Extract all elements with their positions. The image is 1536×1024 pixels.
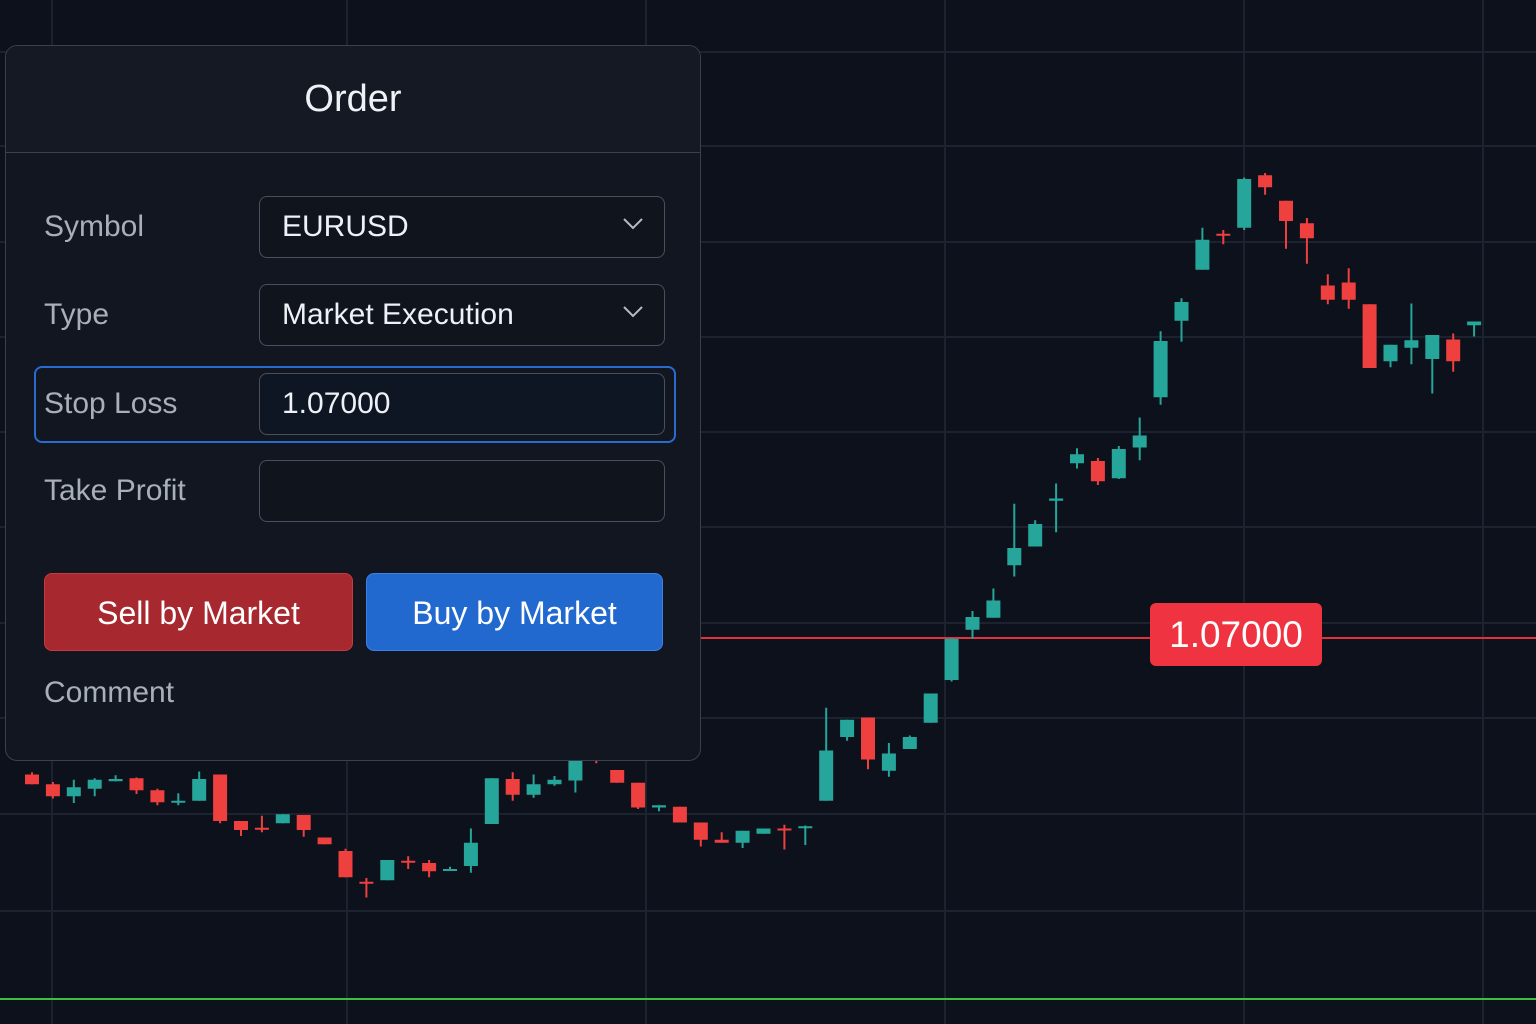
candle-down <box>254 827 269 830</box>
candle-down <box>296 815 311 830</box>
candle-down <box>234 821 248 830</box>
candle-up <box>1174 302 1189 321</box>
candle-down <box>1279 200 1293 221</box>
candle-up <box>380 860 395 881</box>
candle-up <box>463 842 478 866</box>
symbol-label: Symbol <box>44 210 145 243</box>
candle-up <box>652 805 666 808</box>
candle-up <box>443 869 457 871</box>
chevron-down-icon <box>623 306 643 318</box>
candle-down <box>861 717 875 760</box>
candle-down <box>610 770 625 783</box>
candle-down <box>1362 304 1377 368</box>
candle-up <box>798 826 813 829</box>
candle-down <box>45 784 60 797</box>
candle-up <box>1028 524 1043 547</box>
candle-up <box>1049 498 1064 501</box>
order-panel-header: Order <box>6 46 700 153</box>
candle-up <box>923 693 938 723</box>
candle-down <box>401 860 416 863</box>
candle-up <box>1467 321 1482 326</box>
candles <box>25 173 1482 898</box>
candle-up <box>986 600 1001 618</box>
candle-up <box>275 814 290 824</box>
candle-down <box>672 806 687 823</box>
candle-down <box>1216 233 1231 236</box>
order-panel: Order Symbol EURUSD Type Market Executio… <box>5 45 701 761</box>
order-panel-title: Order <box>304 77 402 120</box>
buy-by-market-button[interactable]: Buy by Market <box>366 573 663 651</box>
stop-loss-row: Stop Loss 1.07000 <box>6 373 700 435</box>
symbol-select-value: EURUSD <box>282 210 409 243</box>
candle-down <box>693 822 708 840</box>
candle-up <box>1153 341 1168 398</box>
candle-up <box>108 779 123 782</box>
candle-up <box>1007 548 1022 566</box>
candle-up <box>1070 454 1084 464</box>
candle-up <box>902 737 917 749</box>
candle-up <box>840 719 855 737</box>
symbol-row: Symbol EURUSD <box>6 196 700 258</box>
candle-down <box>25 774 39 785</box>
type-select-value: Market Execution <box>282 298 514 331</box>
type-label: Type <box>44 298 110 331</box>
candle-up <box>735 830 750 843</box>
candle-up <box>87 779 102 789</box>
sell-by-market-button[interactable]: Sell by Market <box>44 573 353 651</box>
stop-loss-input[interactable]: 1.07000 <box>259 373 665 435</box>
candle-up <box>484 778 499 824</box>
candle-down <box>631 782 646 808</box>
stop-loss-price-badge[interactable]: 1.07000 <box>1150 603 1322 666</box>
candle-up <box>526 784 541 795</box>
candle-up <box>171 800 186 803</box>
type-row: Type Market Execution <box>6 284 700 346</box>
candle-down <box>129 778 144 791</box>
take-profit-row: Take Profit <box>6 460 700 522</box>
candle-up <box>1425 335 1440 359</box>
stop-loss-focus-ring <box>34 366 676 443</box>
candle-down <box>422 863 437 872</box>
candle-down <box>317 837 332 845</box>
type-select[interactable]: Market Execution <box>259 284 665 346</box>
take-profit-input[interactable] <box>259 460 665 522</box>
candle-down <box>213 774 228 821</box>
symbol-select[interactable]: EURUSD <box>259 196 665 258</box>
chevron-down-icon <box>623 218 643 230</box>
comment-label: Comment <box>44 676 175 709</box>
candle-up <box>1111 449 1126 479</box>
candle-down <box>338 851 353 878</box>
candle-up <box>1383 344 1398 362</box>
take-profit-label: Take Profit <box>44 474 186 507</box>
candle-down <box>1299 223 1314 239</box>
candle-up <box>944 638 959 680</box>
candle-down <box>777 828 792 831</box>
candle-up <box>756 828 771 834</box>
candle-down <box>1446 339 1461 362</box>
candle-down <box>1320 285 1335 300</box>
candle-down <box>150 790 165 803</box>
candle-up <box>819 750 834 801</box>
candle-down <box>1258 175 1273 188</box>
candle-up <box>1237 179 1252 228</box>
stop-loss-value: 1.07000 <box>282 387 391 420</box>
candle-up <box>192 779 207 801</box>
candle-up <box>965 617 980 630</box>
candle-up <box>1132 435 1147 448</box>
candle-up <box>66 787 81 797</box>
candle-up <box>547 779 562 785</box>
candle-down <box>1341 282 1356 300</box>
candle-down <box>359 881 374 884</box>
candle-down <box>714 839 729 843</box>
candle-up <box>1404 340 1419 348</box>
candle-down <box>505 779 520 795</box>
candle-up <box>1195 239 1210 270</box>
candle-up <box>881 753 896 771</box>
candle-down <box>1090 461 1105 482</box>
stop-loss-label: Stop Loss <box>44 387 178 420</box>
